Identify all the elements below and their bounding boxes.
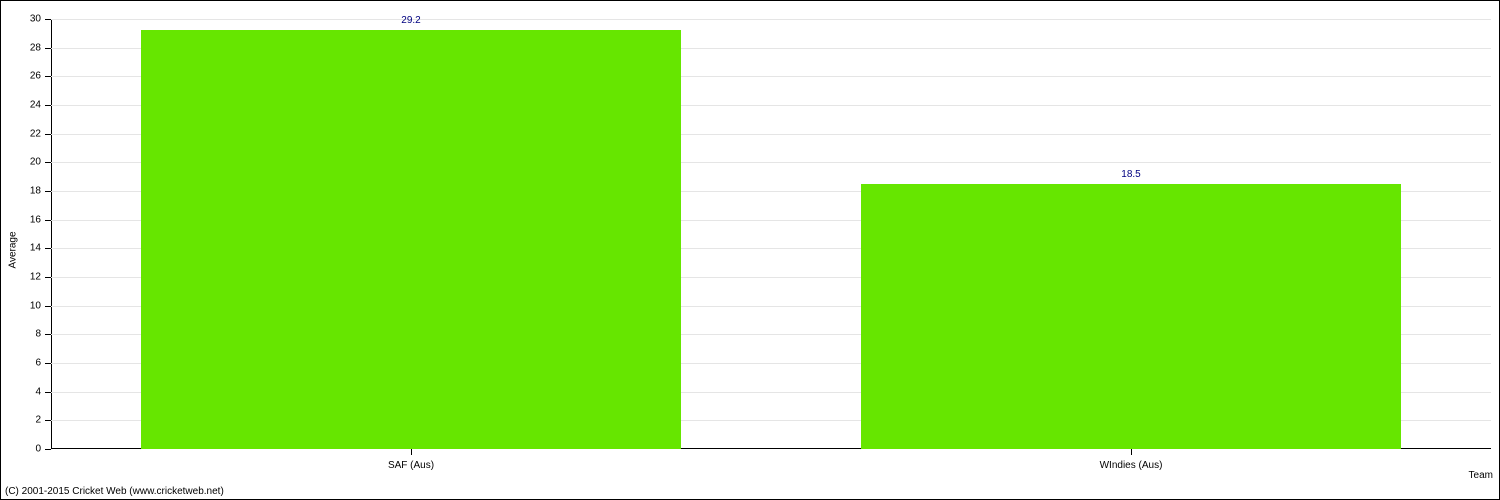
x-tick [411, 449, 412, 455]
x-tick-label: SAF (Aus) [388, 460, 434, 471]
y-tick-label: 28 [30, 42, 41, 53]
bar: 18.5 [861, 184, 1401, 449]
y-tick-label: 26 [30, 71, 41, 82]
bar-value-label: 29.2 [401, 15, 420, 26]
y-tick [45, 162, 51, 163]
y-tick [45, 248, 51, 249]
y-tick [45, 363, 51, 364]
y-tick [45, 334, 51, 335]
y-tick-label: 10 [30, 300, 41, 311]
y-tick-label: 30 [30, 14, 41, 25]
y-tick [45, 76, 51, 77]
y-tick-label: 14 [30, 243, 41, 254]
chart-frame: Average Team 024681012141618202224262830… [0, 0, 1500, 500]
plot-area: 02468101214161820222426283029.2SAF (Aus)… [51, 19, 1491, 449]
y-tick [45, 277, 51, 278]
y-tick-label: 2 [35, 415, 41, 426]
copyright-text: (C) 2001-2015 Cricket Web (www.cricketwe… [5, 486, 224, 497]
y-tick-label: 8 [35, 329, 41, 340]
y-tick [45, 19, 51, 20]
y-tick [45, 306, 51, 307]
y-tick [45, 220, 51, 221]
y-tick-label: 22 [30, 128, 41, 139]
x-axis-label: Team [1469, 470, 1493, 481]
y-tick [45, 191, 51, 192]
y-axis-line [51, 19, 52, 449]
y-tick [45, 134, 51, 135]
y-tick-label: 18 [30, 186, 41, 197]
y-tick [45, 420, 51, 421]
y-tick [45, 48, 51, 49]
y-tick-label: 6 [35, 358, 41, 369]
y-tick-label: 0 [35, 444, 41, 455]
x-tick [1131, 449, 1132, 455]
y-axis-label: Average [8, 231, 19, 268]
gridline [51, 19, 1491, 20]
y-tick-label: 4 [35, 386, 41, 397]
y-tick [45, 449, 51, 450]
y-tick [45, 105, 51, 106]
y-tick-label: 20 [30, 157, 41, 168]
y-tick-label: 12 [30, 272, 41, 283]
bar-value-label: 18.5 [1121, 169, 1140, 180]
y-tick-label: 16 [30, 214, 41, 225]
x-tick-label: WIndies (Aus) [1100, 460, 1163, 471]
bar: 29.2 [141, 30, 681, 449]
y-tick-label: 24 [30, 100, 41, 111]
y-tick [45, 392, 51, 393]
